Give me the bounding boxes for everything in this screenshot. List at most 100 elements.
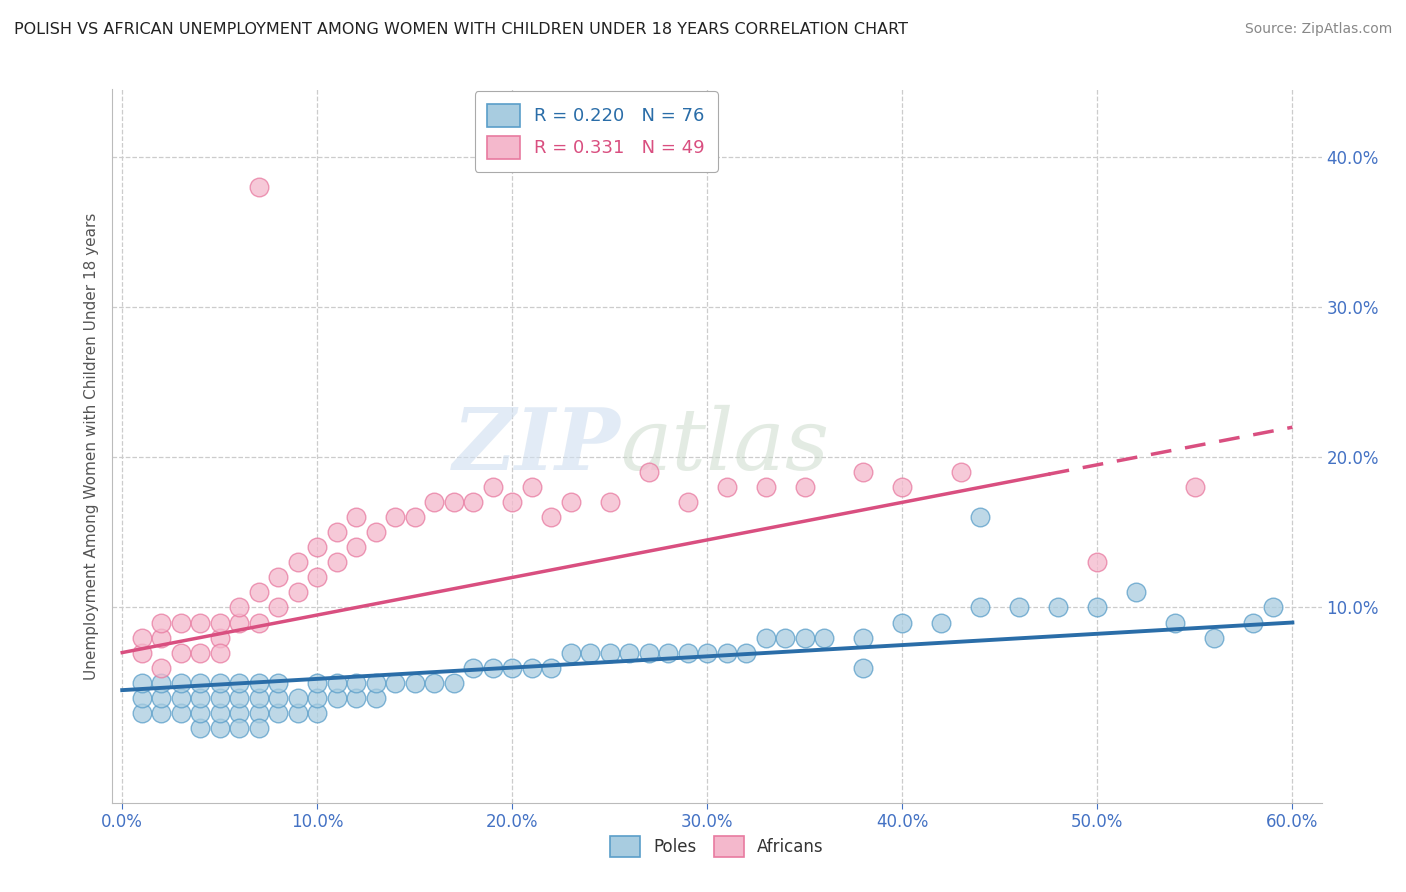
Point bbox=[540, 660, 562, 674]
Point bbox=[267, 675, 290, 690]
Point bbox=[1184, 480, 1206, 494]
Point bbox=[599, 646, 621, 660]
Point bbox=[131, 631, 153, 645]
Y-axis label: Unemployment Among Women with Children Under 18 years: Unemployment Among Women with Children U… bbox=[83, 212, 98, 680]
Point bbox=[364, 525, 387, 540]
Point bbox=[423, 495, 446, 509]
Point bbox=[307, 541, 329, 555]
Point bbox=[560, 646, 582, 660]
Point bbox=[852, 465, 875, 479]
Point bbox=[344, 510, 367, 524]
Point bbox=[228, 721, 250, 735]
Point bbox=[247, 179, 270, 194]
Point bbox=[1047, 600, 1070, 615]
Point bbox=[307, 706, 329, 720]
Point bbox=[307, 570, 329, 584]
Point bbox=[208, 615, 231, 630]
Point bbox=[228, 675, 250, 690]
Point bbox=[579, 646, 602, 660]
Point bbox=[852, 660, 875, 674]
Point bbox=[188, 675, 211, 690]
Point bbox=[150, 615, 173, 630]
Point bbox=[150, 690, 173, 705]
Point bbox=[344, 675, 367, 690]
Point bbox=[384, 675, 406, 690]
Point bbox=[463, 495, 485, 509]
Point bbox=[813, 631, 835, 645]
Point bbox=[150, 631, 173, 645]
Point bbox=[188, 615, 211, 630]
Point bbox=[735, 646, 758, 660]
Text: Source: ZipAtlas.com: Source: ZipAtlas.com bbox=[1244, 22, 1392, 37]
Text: POLISH VS AFRICAN UNEMPLOYMENT AMONG WOMEN WITH CHILDREN UNDER 18 YEARS CORRELAT: POLISH VS AFRICAN UNEMPLOYMENT AMONG WOM… bbox=[14, 22, 908, 37]
Point bbox=[170, 690, 193, 705]
Point bbox=[676, 495, 699, 509]
Point bbox=[287, 706, 309, 720]
Text: atlas: atlas bbox=[620, 405, 830, 487]
Point bbox=[404, 510, 426, 524]
Point bbox=[188, 646, 211, 660]
Point bbox=[481, 660, 503, 674]
Point bbox=[1125, 585, 1147, 599]
Point bbox=[969, 600, 991, 615]
Point bbox=[307, 675, 329, 690]
Point bbox=[637, 646, 659, 660]
Point bbox=[247, 675, 270, 690]
Point bbox=[208, 690, 231, 705]
Point bbox=[208, 706, 231, 720]
Point bbox=[501, 495, 523, 509]
Point bbox=[619, 646, 641, 660]
Point bbox=[326, 690, 349, 705]
Point bbox=[520, 660, 543, 674]
Point bbox=[247, 721, 270, 735]
Point bbox=[891, 480, 914, 494]
Point bbox=[170, 675, 193, 690]
Point bbox=[404, 675, 426, 690]
Point bbox=[852, 631, 875, 645]
Point bbox=[267, 706, 290, 720]
Point bbox=[131, 690, 153, 705]
Point bbox=[344, 541, 367, 555]
Point bbox=[931, 615, 953, 630]
Point bbox=[208, 631, 231, 645]
Point bbox=[228, 600, 250, 615]
Point bbox=[208, 646, 231, 660]
Point bbox=[1008, 600, 1031, 615]
Point bbox=[247, 706, 270, 720]
Point bbox=[637, 465, 659, 479]
Point bbox=[150, 675, 173, 690]
Point bbox=[188, 690, 211, 705]
Point bbox=[326, 675, 349, 690]
Point bbox=[676, 646, 699, 660]
Point bbox=[287, 556, 309, 570]
Point bbox=[307, 690, 329, 705]
Point bbox=[560, 495, 582, 509]
Point bbox=[1164, 615, 1187, 630]
Point bbox=[793, 480, 815, 494]
Point bbox=[326, 525, 349, 540]
Point bbox=[775, 631, 797, 645]
Point bbox=[755, 480, 778, 494]
Point bbox=[170, 706, 193, 720]
Point bbox=[443, 675, 465, 690]
Point bbox=[1204, 631, 1226, 645]
Point bbox=[1085, 600, 1108, 615]
Point bbox=[443, 495, 465, 509]
Point bbox=[188, 706, 211, 720]
Point bbox=[599, 495, 621, 509]
Point bbox=[463, 660, 485, 674]
Point bbox=[384, 510, 406, 524]
Point bbox=[150, 660, 173, 674]
Point bbox=[1241, 615, 1264, 630]
Point bbox=[364, 675, 387, 690]
Point bbox=[208, 675, 231, 690]
Text: ZIP: ZIP bbox=[453, 404, 620, 488]
Point bbox=[755, 631, 778, 645]
Point bbox=[891, 615, 914, 630]
Point bbox=[949, 465, 972, 479]
Point bbox=[326, 556, 349, 570]
Point bbox=[131, 646, 153, 660]
Point bbox=[267, 600, 290, 615]
Point bbox=[716, 646, 738, 660]
Point bbox=[793, 631, 815, 645]
